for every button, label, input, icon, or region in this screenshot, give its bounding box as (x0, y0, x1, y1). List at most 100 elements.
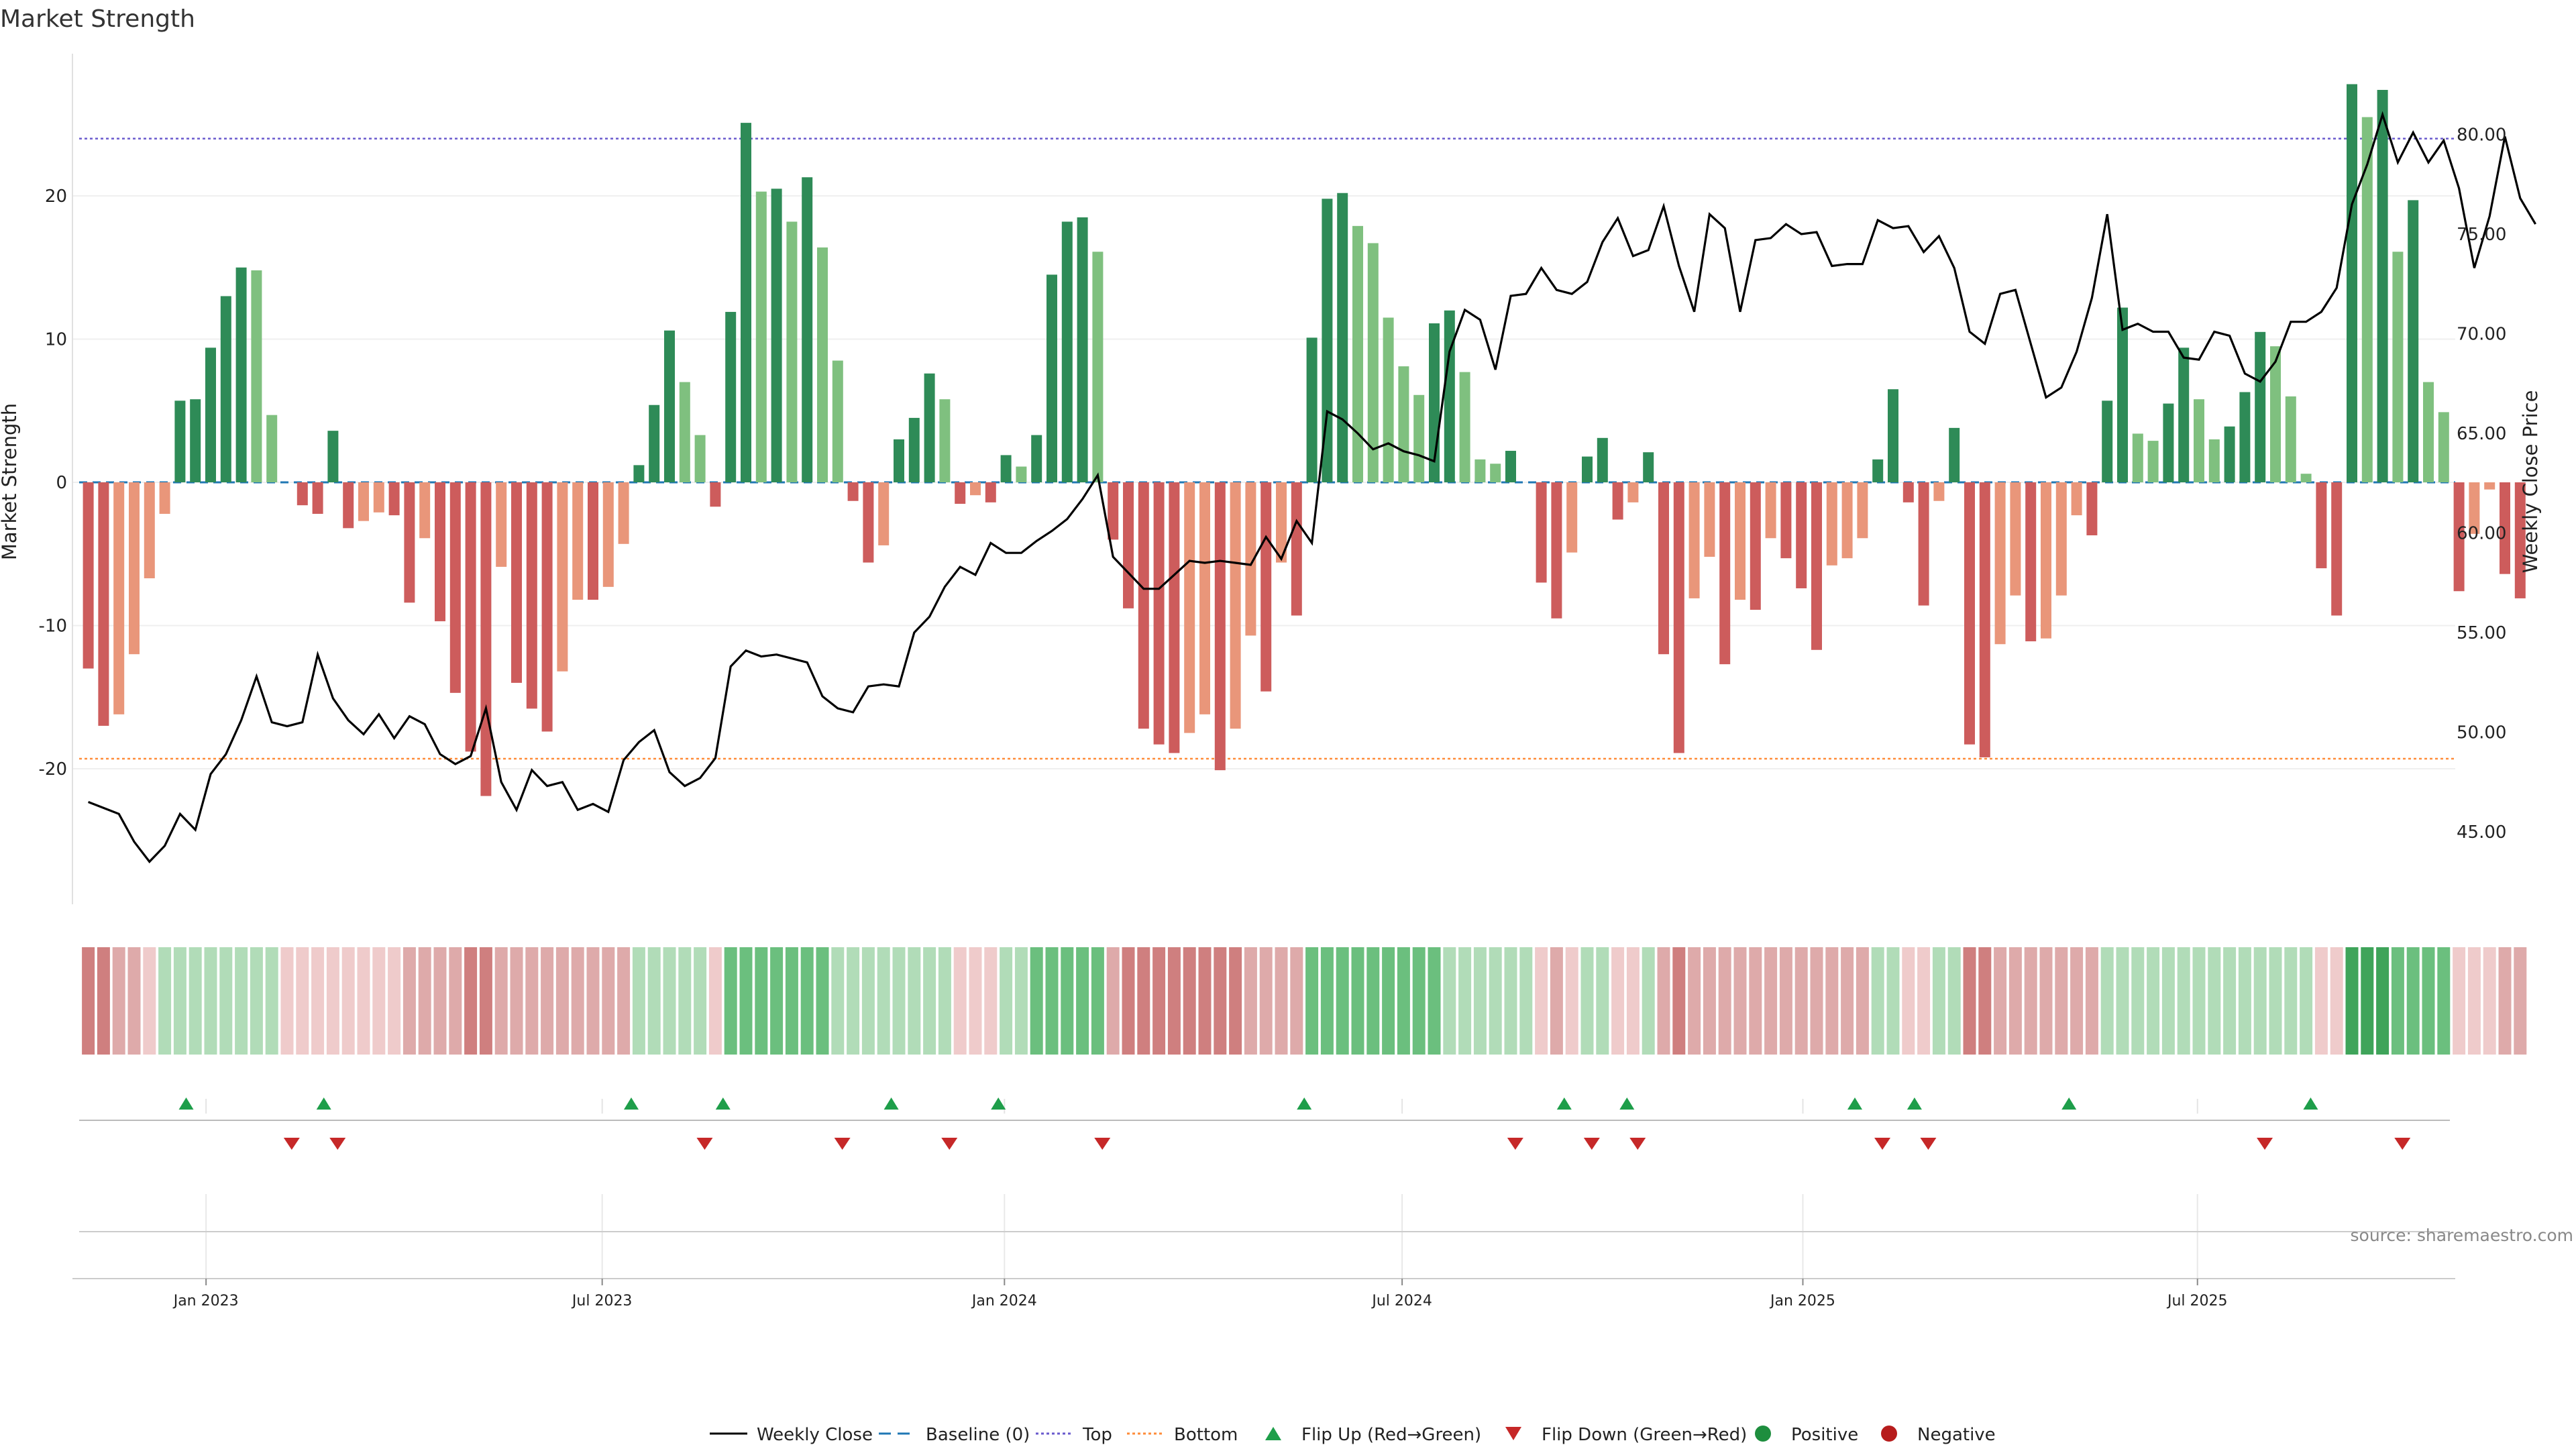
regime-cell (112, 947, 125, 1055)
regime-cell (173, 947, 186, 1055)
regime-cell (2208, 947, 2221, 1055)
strength-bar (741, 123, 751, 483)
legend-label: Positive (1791, 1425, 1858, 1445)
strength-bar (343, 482, 354, 529)
strength-bar (1138, 482, 1149, 729)
regime-cell (1428, 947, 1441, 1055)
flip-up-marker (316, 1097, 331, 1110)
flip-markers (178, 1097, 2411, 1150)
regime-cell (678, 947, 692, 1055)
regime-cell (1397, 947, 1410, 1055)
strength-bar (1811, 482, 1822, 650)
regime-cell (280, 947, 294, 1055)
regime-cell (127, 947, 141, 1055)
regime-cell (525, 947, 539, 1055)
strength-bar (679, 382, 690, 482)
strength-bar (449, 482, 461, 693)
regime-cell (158, 947, 172, 1055)
strength-bar (2071, 482, 2082, 516)
x-tick-label: Jan 2025 (1769, 1293, 1835, 1309)
strength-bar (1214, 482, 1226, 771)
strength-bar (2408, 200, 2419, 482)
strength-bar (388, 482, 400, 516)
flip-down-marker (1583, 1138, 1600, 1150)
flip-up-marker (178, 1097, 194, 1110)
flip-up-marker (624, 1097, 639, 1110)
regime-cell (938, 947, 951, 1055)
regime-cell (2406, 947, 2420, 1055)
strength-bar (710, 482, 721, 507)
regime-cell (1489, 947, 1502, 1055)
strength-bar (435, 482, 445, 622)
strength-bar (2300, 474, 2312, 482)
strength-bar (2025, 482, 2037, 641)
flip-up-marker (1297, 1097, 1312, 1110)
strength-bar (2500, 482, 2510, 574)
strength-bar (419, 482, 431, 539)
regime-cell (2467, 947, 2481, 1055)
regime-cell (2131, 947, 2145, 1055)
regime-cell (2284, 947, 2298, 1055)
regime-cell (1259, 947, 1273, 1055)
strength-bar (2377, 90, 2388, 482)
left-tick-label: 10 (45, 330, 67, 350)
regime-cell (1091, 947, 1104, 1055)
regime-cell (2253, 947, 2267, 1055)
regime-cell (1443, 947, 1456, 1055)
regime-cell (2391, 947, 2404, 1055)
legend-swatch-flip-down (1505, 1427, 1521, 1440)
left-tick-label: -20 (39, 759, 67, 780)
right-axis-label: Weekly Close Price (2519, 390, 2542, 574)
regime-cell (969, 947, 982, 1055)
strength-bar (174, 400, 186, 482)
strength-bar (1291, 482, 1302, 616)
strength-bar (618, 482, 629, 544)
strength-bar (557, 482, 568, 672)
strength-bar (98, 482, 109, 726)
regime-cell (2498, 947, 2512, 1055)
strength-bar (251, 270, 262, 482)
strength-bar (1704, 482, 1715, 557)
strength-bar (373, 482, 384, 513)
source-note: source: sharemaestro.com (2351, 1226, 2574, 1245)
legend: Weekly Close Baseline (0) Top Bottom Flip Up… (710, 1425, 1996, 1445)
regime-cell (2024, 947, 2037, 1055)
regime-cell (372, 947, 386, 1055)
strength-bar (863, 482, 874, 563)
strength-bar (526, 482, 537, 709)
regime-cell (1978, 947, 1992, 1055)
strength-bar (1322, 199, 1333, 482)
regime-cell (1947, 947, 1961, 1055)
regime-cell (647, 947, 661, 1055)
strength-bar (2208, 439, 2220, 482)
strength-bar (1888, 389, 1898, 482)
regime-cell (1642, 947, 1655, 1055)
strength-bar (1765, 482, 1776, 539)
strength-bar (266, 415, 278, 482)
regime-cell (861, 947, 875, 1055)
regime-cell (2345, 947, 2359, 1055)
regime-cell (2437, 947, 2451, 1055)
strength-bar (2224, 426, 2235, 482)
regime-cell (2085, 947, 2098, 1055)
regime-cell (2070, 947, 2084, 1055)
strength-bar (2361, 117, 2373, 482)
regime-cell (984, 947, 998, 1055)
regime-cell (923, 947, 936, 1055)
strength-bar (83, 482, 94, 669)
x-tick-label: Jul 2025 (2166, 1293, 2228, 1309)
strength-bar (2331, 482, 2343, 616)
regime-cell (449, 947, 462, 1055)
regime-cell (2039, 947, 2053, 1055)
strength-bar (2102, 400, 2113, 482)
left-axis-label: Market Strength (0, 403, 21, 560)
regime-cell (571, 947, 584, 1055)
x-tick-label: Jul 2024 (1371, 1293, 1432, 1309)
regime-cell (402, 947, 416, 1055)
strength-bar (985, 482, 996, 502)
strength-bar (2055, 482, 2067, 596)
right-tick-label: 65.00 (2457, 424, 2506, 444)
right-tick-label: 60.00 (2457, 524, 2506, 544)
regime-cell (1014, 947, 1028, 1055)
left-tick-label: 20 (45, 186, 67, 207)
